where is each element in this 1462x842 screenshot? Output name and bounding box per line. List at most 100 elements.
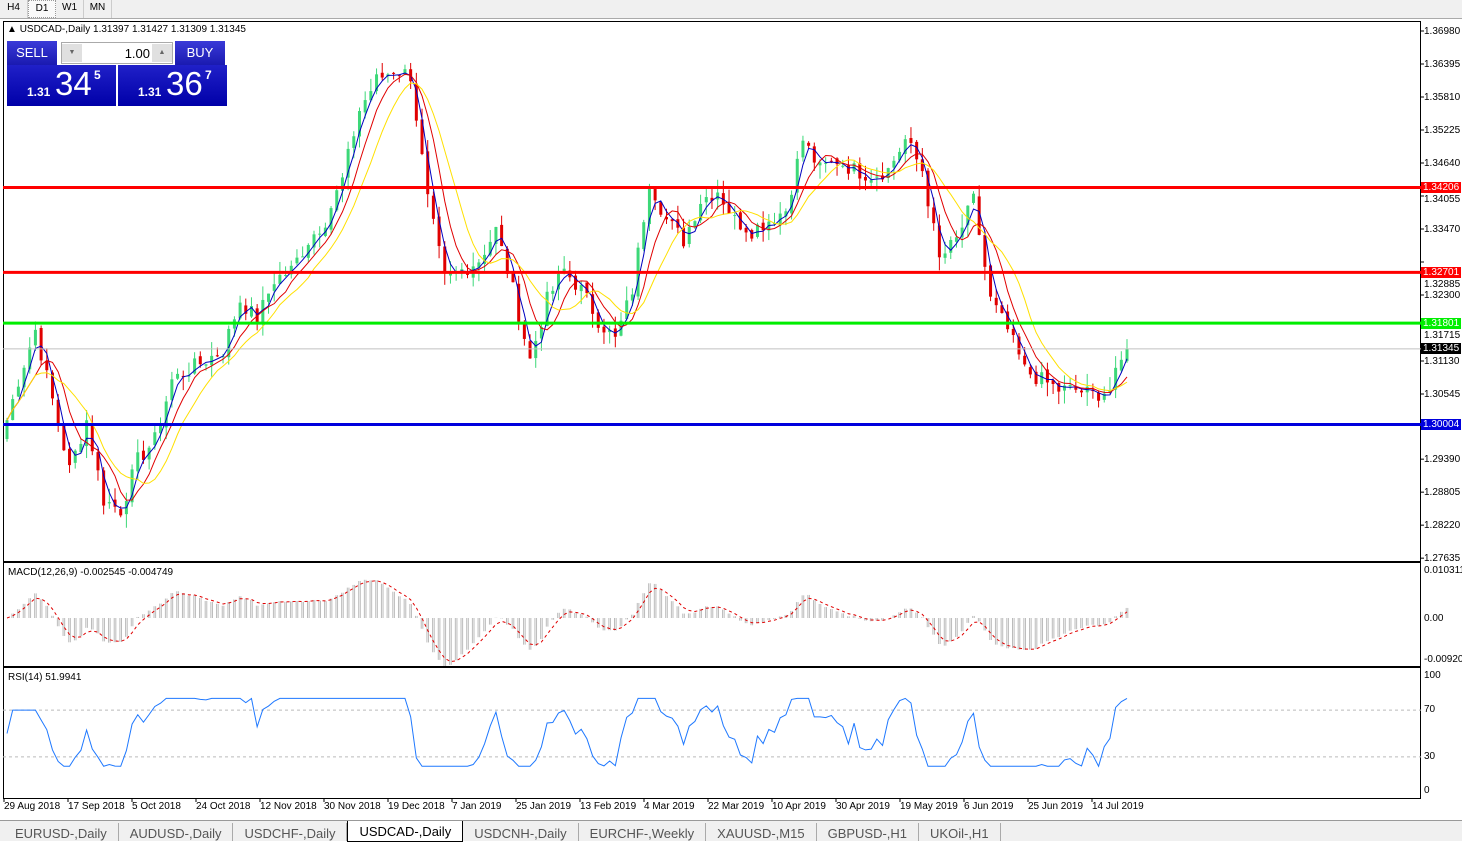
- candle-body: [829, 160, 833, 162]
- candle-body: [193, 358, 197, 374]
- candle-body: [1028, 367, 1032, 375]
- sell-price-prefix: 1.31: [27, 85, 51, 99]
- candle-body: [977, 196, 981, 235]
- candle-body: [1057, 383, 1061, 392]
- candle-body: [215, 355, 219, 357]
- collapse-triangle-icon[interactable]: ▲: [7, 24, 17, 35]
- chart-tab[interactable]: USDCAD-,Daily: [347, 821, 464, 842]
- candle-body: [238, 302, 242, 319]
- candle-body: [818, 162, 822, 166]
- candle-body: [562, 268, 566, 272]
- sell-button[interactable]: SELL: [7, 41, 57, 65]
- candle-body: [204, 364, 208, 366]
- candle-body: [579, 284, 583, 292]
- candle-body: [596, 312, 600, 328]
- price-tick-label: 1.29390: [1424, 453, 1461, 465]
- time-axis-label: 30 Nov 2018: [324, 801, 381, 812]
- candle-body: [835, 158, 839, 165]
- chart-tab[interactable]: GBPUSD-,H1: [817, 823, 920, 841]
- time-axis-label: 29 Aug 2018: [4, 801, 61, 812]
- candle-body: [1119, 359, 1123, 371]
- buy-button[interactable]: BUY: [175, 41, 225, 65]
- candle-body: [744, 227, 748, 233]
- candle-body: [16, 386, 20, 397]
- candle-body: [249, 306, 253, 317]
- candle-body: [647, 187, 651, 225]
- candle-body: [420, 119, 424, 154]
- time-axis-label: 10 Apr 2019: [772, 801, 826, 812]
- candle-body: [522, 323, 526, 339]
- candle-body: [790, 194, 794, 214]
- candle-body: [761, 222, 765, 231]
- time-axis-label: 19 Dec 2018: [388, 801, 445, 812]
- candle-body: [1023, 355, 1027, 365]
- candle-body: [403, 69, 407, 75]
- chart-tab[interactable]: UKOil-,H1: [919, 823, 1001, 841]
- candle-body: [153, 432, 157, 446]
- buy-price[interactable]: 1.31 36 7: [118, 65, 227, 106]
- price-tick-label: 1.34055: [1424, 193, 1461, 205]
- candle-body: [738, 212, 742, 230]
- candle-body: [130, 469, 134, 503]
- candle-body: [363, 100, 367, 113]
- candle-body: [983, 235, 987, 267]
- candle-body: [693, 221, 697, 228]
- candle-body: [1051, 380, 1055, 384]
- timeframe-w1[interactable]: W1: [56, 0, 84, 18]
- candle-body: [1102, 393, 1106, 400]
- timeframe-mn[interactable]: MN: [84, 0, 112, 18]
- chart-tab[interactable]: XAUUSD-,M15: [706, 823, 817, 841]
- candle-body: [414, 83, 418, 121]
- price-tick-label: 1.31130: [1424, 355, 1460, 367]
- candle-body: [960, 227, 964, 238]
- buy-price-prefix: 1.31: [138, 85, 162, 99]
- candle-body: [920, 159, 924, 172]
- candle-body: [107, 502, 111, 504]
- candle-body: [1011, 328, 1015, 336]
- candle-body: [915, 141, 919, 160]
- candle-body: [602, 326, 606, 333]
- candle-body: [28, 347, 32, 370]
- candle-body: [102, 470, 106, 506]
- timeframe-toolbar: H4 D1 W1 MN: [0, 0, 1462, 19]
- candle-body: [448, 272, 452, 276]
- candle-body: [284, 275, 288, 277]
- candle-body: [881, 175, 885, 180]
- increase-lot-icon[interactable]: ▲: [152, 44, 172, 62]
- candle-body: [1125, 348, 1129, 362]
- chart-tab[interactable]: USDCHF-,Daily: [233, 823, 348, 841]
- candle-body: [380, 72, 384, 78]
- lot-size-input[interactable]: [84, 44, 150, 62]
- chart-tab[interactable]: EURUSD-,Daily: [4, 823, 119, 841]
- candle-body: [966, 205, 970, 226]
- candle-body: [1097, 392, 1101, 401]
- candle-body: [517, 283, 521, 322]
- candle-body: [670, 219, 674, 222]
- chart-tab[interactable]: EURCHF-,Weekly: [579, 823, 707, 841]
- decrease-lot-icon[interactable]: ▼: [62, 44, 82, 62]
- candle-body: [1114, 367, 1118, 390]
- candle-body: [903, 139, 907, 154]
- candle-body: [608, 329, 612, 333]
- candle-body: [312, 234, 316, 248]
- chart-tab[interactable]: USDCNH-,Daily: [463, 823, 579, 841]
- candle-body: [801, 140, 805, 158]
- candle-body: [1062, 385, 1066, 391]
- candle-body: [505, 248, 509, 274]
- price-tick-label: 1.30545: [1424, 388, 1461, 400]
- price-tick-label: 1.34640: [1424, 157, 1461, 169]
- timeframe-h4[interactable]: H4: [0, 0, 28, 18]
- chart-tab[interactable]: AUDUSD-,Daily: [119, 823, 234, 841]
- sell-price[interactable]: 1.31 34 5: [7, 65, 116, 106]
- buy-price-pips: 36: [166, 65, 203, 102]
- candle-body: [477, 262, 481, 268]
- one-click-trading-panel: SELL ▼ ▲ BUY 1.31 34 5 1.31 36 7: [7, 41, 227, 106]
- candle-body: [511, 271, 515, 283]
- candle-body: [96, 452, 100, 471]
- chart-window[interactable]: [3, 21, 1421, 799]
- candle-body: [994, 297, 998, 306]
- current-price-tag: 1.31345: [1421, 343, 1461, 355]
- candle-body: [50, 372, 54, 399]
- timeframe-d1[interactable]: D1: [28, 0, 56, 18]
